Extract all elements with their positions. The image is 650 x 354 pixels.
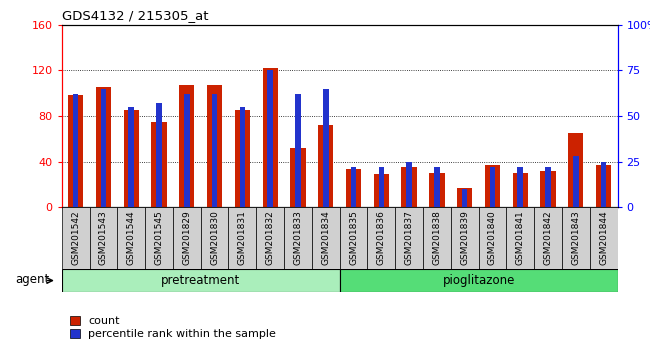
Text: GSM201831: GSM201831 <box>238 210 247 265</box>
Bar <box>201 207 229 269</box>
Text: GSM201842: GSM201842 <box>543 210 552 265</box>
Bar <box>124 110 139 207</box>
Text: GSM201544: GSM201544 <box>127 210 136 265</box>
Bar <box>590 207 618 269</box>
Bar <box>263 68 278 207</box>
Bar <box>339 207 367 269</box>
Bar <box>73 94 79 207</box>
Bar <box>367 207 395 269</box>
Bar <box>267 70 273 207</box>
Bar <box>457 188 473 207</box>
Bar <box>451 207 478 269</box>
Bar <box>462 189 467 207</box>
Bar <box>312 207 340 269</box>
Bar <box>184 94 190 207</box>
Text: GSM201837: GSM201837 <box>404 210 413 265</box>
Bar <box>378 167 384 207</box>
Text: GSM201830: GSM201830 <box>210 210 219 265</box>
Bar <box>90 207 117 269</box>
Bar <box>346 170 361 207</box>
Bar <box>406 161 412 207</box>
Bar <box>374 174 389 207</box>
Bar <box>534 207 562 269</box>
Bar <box>402 167 417 207</box>
Bar <box>145 207 173 269</box>
Bar <box>156 103 162 207</box>
Bar <box>323 88 328 207</box>
Text: GSM201833: GSM201833 <box>293 210 302 265</box>
Bar <box>68 96 83 207</box>
Bar <box>545 167 551 207</box>
Text: GSM201543: GSM201543 <box>99 210 108 265</box>
Bar <box>207 85 222 207</box>
Bar <box>478 207 506 269</box>
Bar <box>295 94 301 207</box>
Bar <box>151 122 166 207</box>
Bar <box>351 167 356 207</box>
Bar <box>395 207 423 269</box>
Bar <box>568 133 584 207</box>
Bar <box>513 173 528 207</box>
Bar <box>517 167 523 207</box>
Text: pretreatment: pretreatment <box>161 274 240 287</box>
Text: GSM201844: GSM201844 <box>599 210 608 265</box>
Bar <box>256 207 284 269</box>
Text: GSM201834: GSM201834 <box>321 210 330 265</box>
Bar <box>596 165 611 207</box>
Bar <box>62 207 90 269</box>
Bar <box>129 107 134 207</box>
Bar <box>601 161 606 207</box>
Bar <box>240 107 245 207</box>
Bar <box>62 269 339 292</box>
Bar <box>489 167 495 207</box>
Bar <box>212 94 217 207</box>
Text: GSM201829: GSM201829 <box>182 210 191 265</box>
Text: GSM201832: GSM201832 <box>266 210 275 265</box>
Bar <box>318 125 333 207</box>
Bar <box>179 85 194 207</box>
Text: GSM201542: GSM201542 <box>71 210 80 265</box>
Bar <box>291 148 306 207</box>
Text: GDS4132 / 215305_at: GDS4132 / 215305_at <box>62 9 208 22</box>
Bar <box>235 110 250 207</box>
Text: GSM201836: GSM201836 <box>377 210 386 265</box>
Bar <box>573 156 578 207</box>
Bar <box>173 207 201 269</box>
Text: GSM201838: GSM201838 <box>432 210 441 265</box>
Text: GSM201841: GSM201841 <box>515 210 525 265</box>
Bar <box>485 165 500 207</box>
Text: GSM201839: GSM201839 <box>460 210 469 265</box>
Text: GSM201545: GSM201545 <box>155 210 164 265</box>
Bar <box>117 207 145 269</box>
Legend: count, percentile rank within the sample: count, percentile rank within the sample <box>68 314 278 342</box>
Bar <box>434 167 439 207</box>
Bar <box>429 173 445 207</box>
Bar <box>101 88 106 207</box>
Bar <box>562 207 590 269</box>
Text: GSM201840: GSM201840 <box>488 210 497 265</box>
Text: GSM201835: GSM201835 <box>349 210 358 265</box>
Bar <box>229 207 256 269</box>
Bar <box>506 207 534 269</box>
Bar <box>96 87 111 207</box>
Text: agent: agent <box>16 273 49 286</box>
Bar <box>339 269 618 292</box>
Bar <box>540 171 556 207</box>
Text: pioglitazone: pioglitazone <box>443 274 515 287</box>
Bar <box>284 207 312 269</box>
Bar <box>423 207 451 269</box>
Text: GSM201843: GSM201843 <box>571 210 580 265</box>
